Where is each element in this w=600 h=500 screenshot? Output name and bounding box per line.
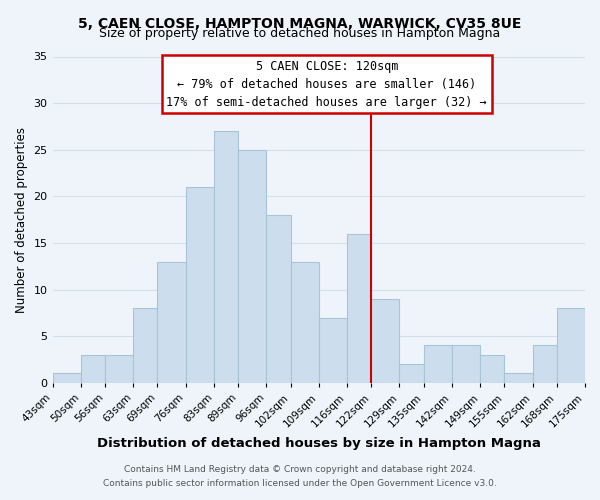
Bar bbox=[424, 346, 452, 383]
Text: 5 CAEN CLOSE: 120sqm
← 79% of detached houses are smaller (146)
17% of semi-deta: 5 CAEN CLOSE: 120sqm ← 79% of detached h… bbox=[166, 60, 487, 109]
X-axis label: Distribution of detached houses by size in Hampton Magna: Distribution of detached houses by size … bbox=[97, 437, 541, 450]
Bar bbox=[157, 262, 185, 383]
Bar bbox=[533, 346, 557, 383]
Text: Contains HM Land Registry data © Crown copyright and database right 2024.
Contai: Contains HM Land Registry data © Crown c… bbox=[103, 466, 497, 487]
Bar bbox=[105, 355, 133, 383]
Bar bbox=[238, 150, 266, 383]
Bar bbox=[347, 234, 371, 383]
Y-axis label: Number of detached properties: Number of detached properties bbox=[15, 126, 28, 312]
Bar bbox=[53, 374, 81, 383]
Bar bbox=[81, 355, 105, 383]
Bar bbox=[505, 374, 533, 383]
Bar bbox=[400, 364, 424, 383]
Text: Size of property relative to detached houses in Hampton Magna: Size of property relative to detached ho… bbox=[100, 28, 500, 40]
Bar bbox=[557, 308, 585, 383]
Bar bbox=[214, 131, 238, 383]
Bar bbox=[185, 187, 214, 383]
Bar bbox=[319, 318, 347, 383]
Bar bbox=[480, 355, 505, 383]
Bar bbox=[452, 346, 480, 383]
Bar bbox=[371, 299, 400, 383]
Bar bbox=[133, 308, 157, 383]
Bar bbox=[266, 215, 290, 383]
Bar bbox=[290, 262, 319, 383]
Text: 5, CAEN CLOSE, HAMPTON MAGNA, WARWICK, CV35 8UE: 5, CAEN CLOSE, HAMPTON MAGNA, WARWICK, C… bbox=[79, 18, 521, 32]
